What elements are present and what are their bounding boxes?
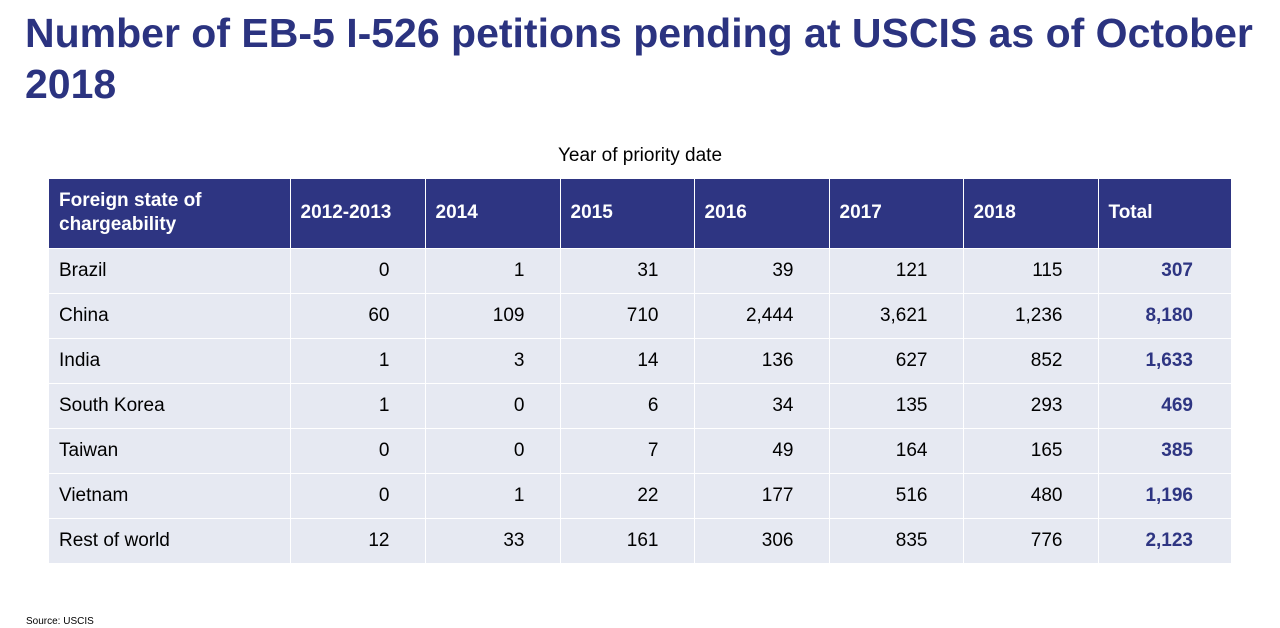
value-cell: 164: [829, 427, 964, 473]
value-cell: 60: [290, 292, 426, 338]
petitions-table: Foreign state of chargeability 2012-2013…: [49, 179, 1231, 563]
value-cell: 33: [425, 517, 561, 563]
column-header: 2018: [963, 179, 1099, 248]
value-cell: 14: [560, 337, 695, 383]
table-row: Vietnam 0 1 22 177 516 480 1,196: [49, 472, 1231, 518]
value-cell: 1: [425, 247, 561, 293]
table-row: India 1 3 14 136 627 852 1,633: [49, 337, 1231, 383]
table-row: Brazil 0 1 31 39 121 115 307: [49, 247, 1231, 293]
value-cell: 135: [829, 382, 964, 428]
table-subtitle: Year of priority date: [557, 145, 723, 166]
total-cell: 1,633: [1098, 337, 1231, 383]
value-cell: 3,621: [829, 292, 964, 338]
total-cell: 8,180: [1098, 292, 1231, 338]
value-cell: 1,236: [963, 292, 1099, 338]
value-cell: 293: [963, 382, 1099, 428]
country-cell: Taiwan: [49, 427, 291, 473]
value-cell: 0: [290, 427, 426, 473]
value-cell: 121: [829, 247, 964, 293]
page-title: Number of EB-5 I-526 petitions pending a…: [25, 10, 1253, 107]
value-cell: 115: [963, 247, 1099, 293]
table-row: China 60 109 710 2,444 3,621 1,236 8,180: [49, 292, 1231, 338]
value-cell: 516: [829, 472, 964, 518]
value-cell: 0: [425, 382, 561, 428]
column-header: 2014: [425, 179, 561, 248]
total-cell: 385: [1098, 427, 1231, 473]
value-cell: 109: [425, 292, 561, 338]
country-cell: Rest of world: [49, 517, 291, 563]
value-cell: 161: [560, 517, 695, 563]
value-cell: 2,444: [694, 292, 830, 338]
value-cell: 480: [963, 472, 1099, 518]
value-cell: 22: [560, 472, 695, 518]
value-cell: 34: [694, 382, 830, 428]
column-header: Foreign state of chargeability: [49, 179, 291, 248]
column-header: 2016: [694, 179, 830, 248]
value-cell: 627: [829, 337, 964, 383]
value-cell: 177: [694, 472, 830, 518]
column-header: 2015: [560, 179, 695, 248]
table-row: Rest of world 12 33 161 306 835 776 2,123: [49, 517, 1231, 563]
column-header: 2012-2013: [290, 179, 426, 248]
value-cell: 136: [694, 337, 830, 383]
value-cell: 39: [694, 247, 830, 293]
total-cell: 307: [1098, 247, 1231, 293]
country-cell: Brazil: [49, 247, 291, 293]
value-cell: 852: [963, 337, 1099, 383]
column-header: Total: [1098, 179, 1231, 248]
country-cell: India: [49, 337, 291, 383]
source-note: Source: USCIS: [26, 616, 94, 627]
country-cell: South Korea: [49, 382, 291, 428]
value-cell: 1: [425, 472, 561, 518]
value-cell: 776: [963, 517, 1099, 563]
value-cell: 165: [963, 427, 1099, 473]
total-cell: 2,123: [1098, 517, 1231, 563]
column-header: 2017: [829, 179, 964, 248]
value-cell: 835: [829, 517, 964, 563]
table-row: Taiwan 0 0 7 49 164 165 385: [49, 427, 1231, 473]
value-cell: 1: [290, 382, 426, 428]
value-cell: 1: [290, 337, 426, 383]
country-cell: China: [49, 292, 291, 338]
table-header-row: Foreign state of chargeability 2012-2013…: [49, 179, 1231, 248]
value-cell: 49: [694, 427, 830, 473]
value-cell: 710: [560, 292, 695, 338]
value-cell: 0: [425, 427, 561, 473]
value-cell: 0: [290, 247, 426, 293]
value-cell: 12: [290, 517, 426, 563]
value-cell: 0: [290, 472, 426, 518]
value-cell: 7: [560, 427, 695, 473]
total-cell: 1,196: [1098, 472, 1231, 518]
total-cell: 469: [1098, 382, 1231, 428]
value-cell: 3: [425, 337, 561, 383]
table-row: South Korea 1 0 6 34 135 293 469: [49, 382, 1231, 428]
value-cell: 306: [694, 517, 830, 563]
table-body: Brazil 0 1 31 39 121 115 307 China 60 109 710 2,444 3…: [49, 247, 1231, 563]
country-cell: Vietnam: [49, 472, 291, 518]
value-cell: 31: [560, 247, 695, 293]
value-cell: 6: [560, 382, 695, 428]
